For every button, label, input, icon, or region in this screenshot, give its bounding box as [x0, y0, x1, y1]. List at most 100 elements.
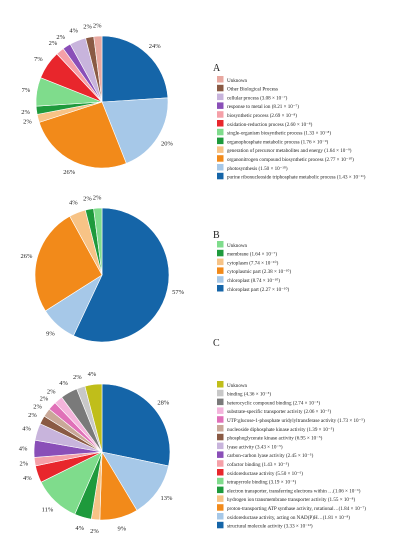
legend-swatch [217, 111, 224, 118]
pie-chart-a: A24%20%26%2%2%7%7%2%2%4%2% 2% [21, 22, 221, 176]
legend-label: electron transporter, transferring elect… [227, 487, 361, 494]
legend-swatch [217, 93, 224, 101]
legend-swatch [217, 120, 224, 127]
legend-label: binding (4.36 × 10⁻⁵) [227, 391, 271, 398]
slice-percent-label: 7% [34, 56, 43, 63]
legend-label: lyase activity (3.43 × 10⁻⁵) [227, 443, 283, 450]
legend-swatch [217, 84, 224, 92]
legend-swatch [217, 469, 224, 476]
legend-label: structural molecule activity (3.33 × 10⁻… [227, 523, 313, 530]
slice-percent-label: 2% [83, 196, 92, 203]
pie-slice [93, 35, 103, 103]
legend-label: generation of precursor metabolites and … [227, 147, 352, 154]
legend-swatch [217, 102, 224, 109]
legend-swatch [217, 381, 224, 388]
legend-swatch [217, 398, 224, 406]
legend-swatch [217, 267, 224, 274]
slice-percent-label: 2% [90, 528, 99, 535]
panel-label-b: B [213, 230, 220, 241]
slice-percent-label: 9% [46, 331, 55, 338]
legend-swatch [217, 258, 224, 266]
legend-label: organonitrogen compound biosynthetic pro… [227, 156, 354, 163]
legend-label: cofactor binding (1.43 × 10⁻⁵) [227, 461, 289, 468]
legend-swatch [217, 521, 224, 529]
legend-swatch [217, 416, 224, 423]
slice-percent-label: 13% [160, 495, 173, 502]
slice-percent-label: 2% [19, 460, 28, 467]
legend-label: chloroplast part (2.27 × 10⁻¹⁰) [227, 286, 289, 293]
legend-label: phosphoglycerate kinase activity (6.95 ×… [227, 435, 323, 442]
legend-label: response to metal ion (8.21 × 10⁻⁷) [227, 103, 299, 110]
legend-swatch [217, 164, 224, 171]
legend-swatch [217, 513, 224, 520]
slice-percent-label: 7% [22, 87, 31, 94]
legend-swatch [217, 442, 224, 450]
legend-label: membrane (1.64 × 10⁻⁷) [227, 251, 277, 258]
slice-percent-label: 20% [161, 141, 174, 148]
legend-swatch [217, 241, 224, 248]
legend-swatch [217, 76, 224, 83]
slice-percent-label: 2% [93, 22, 102, 29]
slice-percent-label: 2% [28, 412, 37, 419]
legend-swatch [217, 172, 224, 180]
slice-percent-label: 2% [56, 34, 65, 41]
legend-swatch [217, 425, 224, 432]
legend-label: UTP:glucose-1-phosphate uridylyltransfer… [227, 417, 365, 424]
legend-swatch [217, 276, 224, 283]
legend-swatch [217, 137, 224, 145]
legend-swatch [217, 433, 224, 441]
slice-percent-label: 2% [33, 403, 42, 410]
legend-label: biosynthetic process (2.69 × 10⁻⁸) [227, 112, 297, 119]
legend-label: substrate-specific transporter activity … [227, 408, 331, 415]
legend-label: heterocyclic compound binding (2.74 × 10… [227, 399, 320, 406]
legend-swatch [217, 407, 224, 414]
legend-swatch [217, 155, 224, 162]
slice-percent-label: 9% [117, 526, 126, 533]
panel-label-c: C [213, 338, 220, 349]
pie-chart-c: C28%13%9%2%4%11%4%2%4%4%2%2%2%2%4%2% 4% [19, 338, 220, 535]
legend-label: organophosphate metabolic process (1.76 … [227, 138, 328, 145]
legend-label: hydrogen ion transmembrane transporter a… [227, 496, 355, 503]
slice-percent-label: 2% [93, 194, 102, 201]
legend-c: Unknown binding (4.36 × 10⁻⁵)heterocyclic… [217, 381, 366, 530]
legend-label: proton-transporting ATP synthase activit… [227, 505, 366, 512]
slice-percent-label: 4% [19, 445, 28, 452]
legend-label: oxidation-reduction process (2.60 × 10⁻⁸… [227, 121, 313, 128]
legend-label: Unknown [227, 78, 248, 84]
slice-percent-label: 4% [69, 28, 78, 35]
legend-label: chloroplast (8.74 × 10⁻¹⁰) [227, 277, 280, 284]
legend-label: Unknown [227, 243, 248, 249]
legend-swatch [217, 504, 224, 511]
legend-label: purine ribonucleoside triphosphate metab… [227, 174, 366, 181]
pie-slice [101, 97, 169, 164]
legend-swatch [217, 495, 224, 502]
slice-percent-label: 24% [149, 43, 162, 50]
slice-percent-label: 2% [73, 374, 82, 381]
legend-label: Unknown [227, 383, 248, 389]
slice-percent-label: 2% [23, 118, 32, 125]
legend-swatch [217, 285, 224, 292]
legend-label: oxidoreductase activity, acting on NAD(P… [227, 514, 350, 521]
slice-percent-label: 11% [42, 506, 54, 513]
legend-swatch [217, 389, 224, 397]
legend-label: cytoplasmic part (2.38 × 10⁻¹⁰) [227, 268, 291, 275]
panel-label-a: A [213, 63, 221, 74]
legend-swatch [217, 128, 224, 136]
slice-percent-label: 4% [23, 475, 32, 482]
legend-swatch [217, 146, 224, 153]
pie-slice [34, 215, 103, 312]
slice-percent-label: 4% [22, 426, 31, 433]
pie-slice [38, 101, 127, 169]
slice-percent-label: 57% [172, 289, 185, 296]
slice-percent-label: 4% [75, 525, 84, 532]
slice-percent-label: 26% [21, 253, 34, 260]
legend-label: cellular process (3.08 × 10⁻⁷) [227, 94, 288, 101]
legend-label: carbon-carbon lyase activity (2.45 × 10⁻… [227, 452, 314, 459]
legend-label: photosynthesis (1.50 × 10⁻¹⁰) [227, 165, 288, 172]
legend-label: single-organism biosynthetic process (1.… [227, 130, 331, 137]
slice-percent-label: 2% [40, 396, 49, 403]
slice-percent-label: 26% [63, 169, 76, 176]
slice-percent-label: 4% [88, 371, 97, 378]
pie-slice [101, 451, 169, 511]
